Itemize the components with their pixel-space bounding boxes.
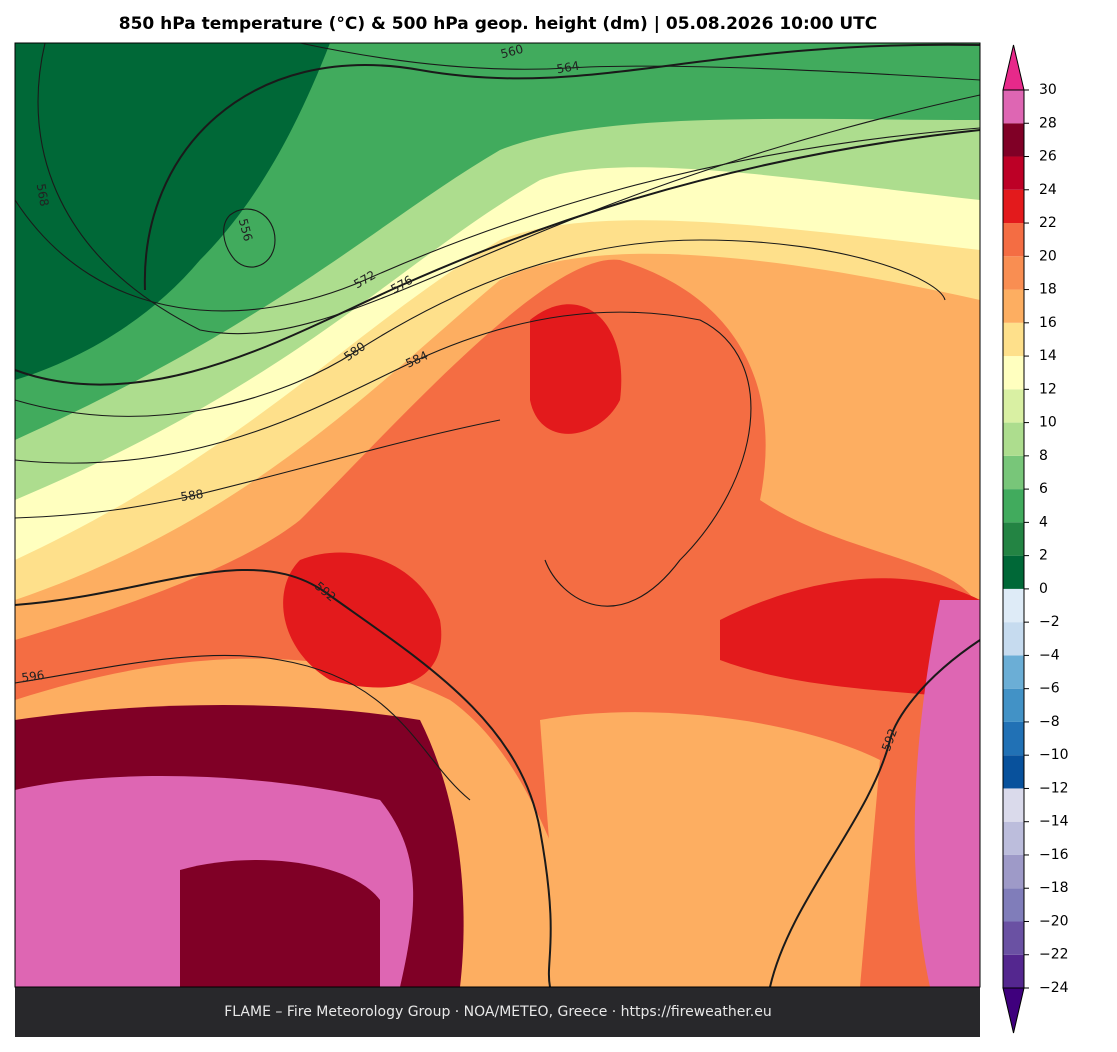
colorbar-band	[1003, 90, 1024, 124]
contour-label: 588	[180, 487, 205, 504]
colorbar-band	[1003, 555, 1024, 589]
colorbar-tick-label: 12	[1039, 381, 1057, 397]
colorbar-tick-label: −20	[1039, 913, 1069, 929]
colorbar-band	[1003, 888, 1024, 922]
colorbar-tick-label: −14	[1039, 814, 1069, 830]
colorbar-tick-label: −10	[1039, 747, 1069, 763]
colorbar-tick-label: 18	[1039, 282, 1057, 298]
colorbar-tick-label: −16	[1039, 847, 1069, 863]
contour-label: 596	[21, 668, 46, 685]
colorbar-band	[1003, 954, 1024, 988]
colorbar: 302826242220181614121086420−2−4−6−8−10−1…	[1002, 44, 1069, 1034]
colorbar-tick-label: 8	[1039, 448, 1048, 464]
colorbar-tick-label: 6	[1039, 481, 1048, 497]
colorbar-frame	[1002, 89, 1025, 989]
colorbar-tick-label: 26	[1039, 149, 1057, 165]
colorbar-band	[1003, 522, 1024, 556]
colorbar-band	[1003, 688, 1024, 722]
temperature-region	[15, 43, 330, 380]
colorbar-band	[1003, 921, 1024, 955]
colorbar-tick-label: −22	[1039, 947, 1069, 963]
colorbar-tick-label: 0	[1039, 581, 1048, 597]
colorbar-band	[1003, 256, 1024, 290]
colorbar-band	[1003, 422, 1024, 456]
colorbar-tick-label: 16	[1039, 315, 1057, 331]
contour-line	[14, 654, 471, 801]
temperature-region	[283, 552, 442, 688]
contour-line	[143, 43, 981, 291]
colorbar-tick-label: 20	[1039, 248, 1057, 264]
colorbar-tick-label: 4	[1039, 514, 1048, 530]
contour-line	[14, 129, 981, 386]
temperature-region	[914, 600, 980, 987]
colorbar-tick-label: −4	[1039, 647, 1060, 663]
colorbar-band	[1003, 622, 1024, 656]
temperature-region	[720, 578, 980, 700]
title: 850 hPa temperature (°C) & 500 hPa geop.…	[119, 14, 878, 34]
contour-line	[299, 42, 981, 81]
contour-line	[14, 127, 981, 312]
colorbar-tick-label: −2	[1039, 614, 1060, 630]
colorbar-band	[1003, 489, 1024, 523]
colorbar-band	[1003, 854, 1024, 889]
footer: FLAME – Fire Meteorology Group · NOA/MET…	[224, 1004, 772, 1020]
footer-bar	[15, 987, 980, 1037]
contour-line	[37, 42, 981, 335]
colorbar-band	[1003, 289, 1024, 323]
contour-line	[769, 639, 981, 988]
colorbar-band	[1003, 655, 1024, 689]
colorbar-band	[1003, 123, 1024, 157]
colorbar-band	[1003, 156, 1024, 190]
temperature-region	[530, 304, 622, 434]
colorbar-band	[1003, 455, 1024, 490]
contour-label: 568	[34, 182, 52, 207]
colorbar-tick-label: −12	[1039, 780, 1069, 796]
contour-line	[223, 208, 276, 268]
colorbar-band	[1003, 356, 1024, 390]
colorbar-tick-label: 10	[1039, 415, 1057, 431]
colorbar-tick-label: 2	[1039, 548, 1048, 564]
colorbar-band	[1003, 322, 1024, 357]
colorbar-band	[1003, 223, 1024, 257]
contour-line	[14, 239, 946, 417]
contour-line	[14, 568, 552, 988]
colorbar-band	[1003, 588, 1024, 623]
colorbar-tick-label: 22	[1039, 215, 1057, 231]
colorbar-tick-label: −18	[1039, 880, 1069, 896]
colorbar-band	[1003, 821, 1024, 855]
colorbar-tick-label: 14	[1039, 348, 1057, 364]
colorbar-tick-label: 24	[1039, 182, 1057, 198]
contour-label: 560	[499, 42, 525, 61]
colorbar-extend-under	[1002, 987, 1025, 1034]
colorbar-band	[1003, 788, 1024, 822]
map-frame	[14, 42, 981, 988]
colorbar-band	[1003, 721, 1024, 756]
colorbar-band	[1003, 755, 1024, 789]
contour-label: 564	[555, 59, 580, 77]
colorbar-tick-label: −6	[1039, 681, 1060, 697]
colorbar-tick-label: 28	[1039, 115, 1057, 131]
colorbar-tick-label: 30	[1039, 82, 1057, 98]
temperature-region	[540, 712, 880, 987]
colorbar-tick-label: −24	[1039, 980, 1069, 996]
temperature-region	[180, 860, 380, 987]
contour-line	[14, 311, 752, 607]
contour-line	[14, 419, 501, 519]
contour-label: 556	[236, 217, 255, 243]
colorbar-tick-label: −8	[1039, 714, 1060, 730]
colorbar-band	[1003, 389, 1024, 423]
colorbar-band	[1003, 189, 1024, 224]
colorbar-extend-over	[1002, 44, 1025, 91]
